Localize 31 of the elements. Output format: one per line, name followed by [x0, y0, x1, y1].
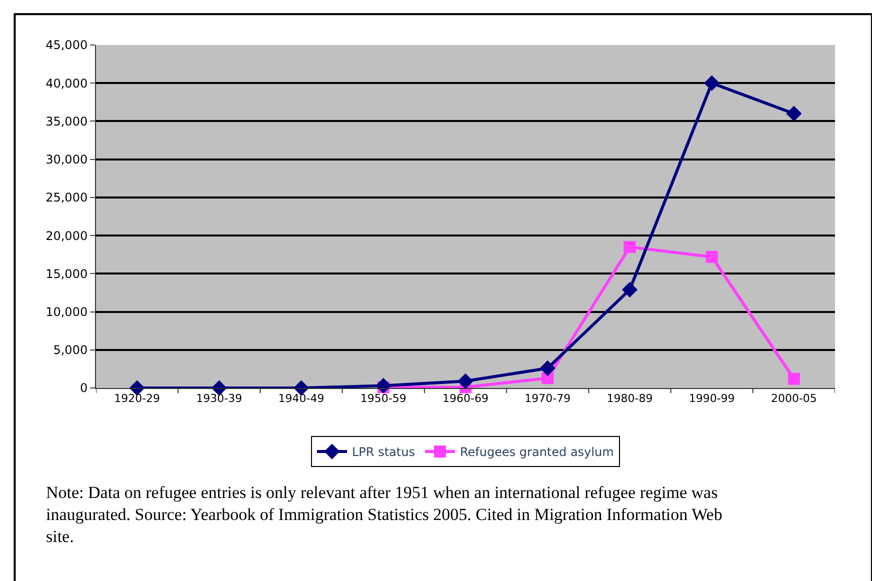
y-tick-label: 25,000: [46, 190, 88, 205]
point: [624, 240, 636, 253]
legend-label: Refugees granted asylum: [460, 445, 614, 460]
x-tick-label: 1950-59: [360, 392, 406, 406]
y-tick-label: 15,000: [46, 266, 88, 281]
point: [622, 282, 638, 298]
point: [540, 360, 556, 376]
x-tick-label: 1930-39: [196, 392, 242, 406]
legend-label: LPR status: [352, 445, 415, 460]
y-tick-label: 35,000: [46, 114, 88, 128]
y-tick-label: 5,000: [53, 343, 88, 358]
x-tick-label: 1960-69: [442, 392, 488, 406]
point: [788, 372, 800, 385]
x-tick-label: 1970-79: [524, 392, 571, 406]
y-tick-label: 10,000: [46, 304, 88, 319]
point: [786, 106, 802, 122]
y-tick-label: 0: [80, 381, 88, 396]
x-tick-label: 1920-29: [114, 392, 160, 406]
point: [704, 75, 720, 91]
point: [706, 250, 718, 263]
point: [458, 373, 474, 389]
x-tick-label: 2000-05: [770, 392, 817, 406]
y-tick-label: 20,000: [46, 228, 88, 243]
x-tick-label: 1940-49: [278, 392, 324, 406]
y-tick-label: 45,000: [46, 38, 88, 52]
y-tick-label: 40,000: [46, 76, 88, 90]
text: Note: Data on refugee entries is only relevant after 1951 when an international refugee regime was inaugurated. Source: Yearbook of Immigration Statistics 2005. Cited in Migration Information Web site.: [46, 483, 722, 546]
point: [376, 378, 392, 394]
x-tick-label: 1990-99: [688, 392, 735, 406]
y-tick-label: 30,000: [46, 152, 88, 167]
x-tick-label: 1980-89: [606, 392, 653, 406]
